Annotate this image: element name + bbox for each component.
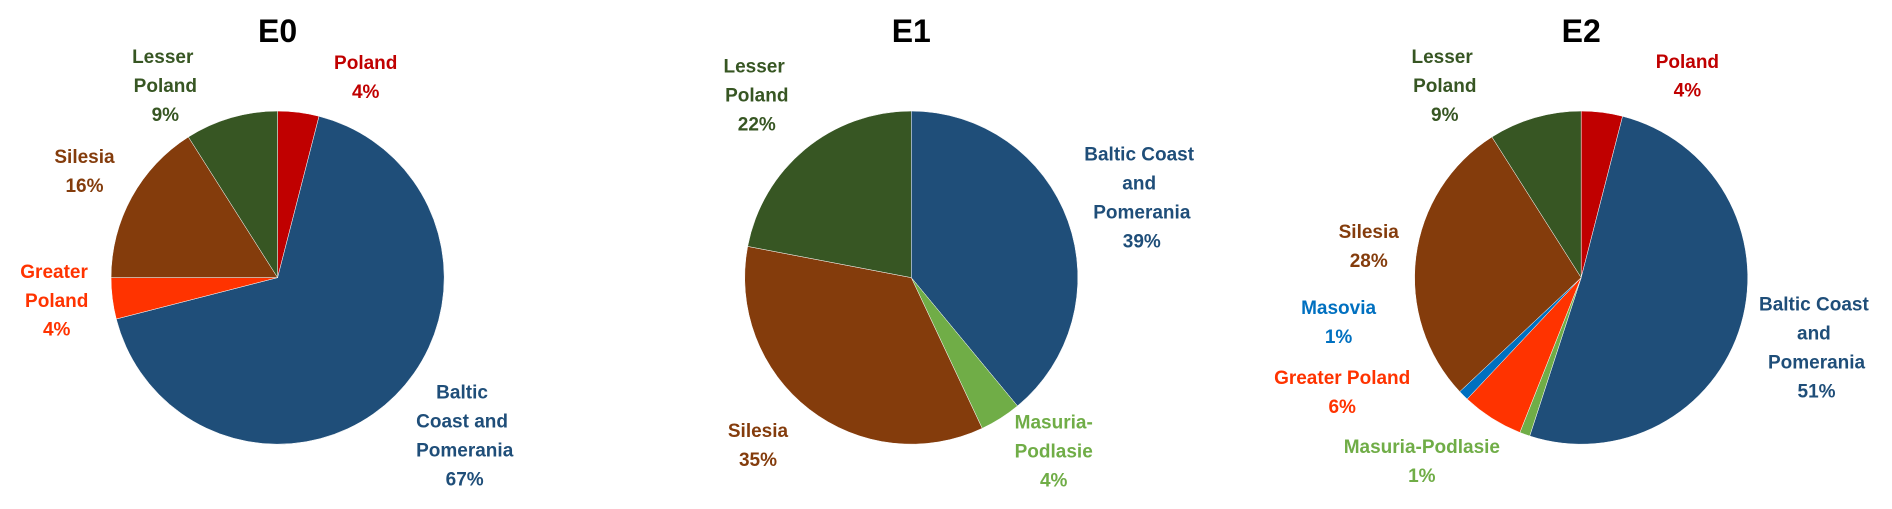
slice-value-label: 6% (1328, 397, 1356, 418)
pie-slice (1491, 110, 1582, 279)
slice-value-label: 28% (1350, 251, 1388, 272)
slice-value-label: 4% (1040, 471, 1068, 492)
pie-slice (115, 115, 445, 445)
slice-value-label: 4% (352, 82, 380, 103)
pie-slice (188, 110, 278, 279)
slice-value-label: 4% (1674, 81, 1702, 102)
slice-label: Greater Poland (20, 262, 93, 312)
chart-title: E0 (258, 13, 297, 49)
slice-label: Silesia (54, 147, 115, 168)
pie-slice (110, 136, 279, 278)
slice-value-label: 39% (1123, 232, 1161, 253)
slice-label: Lesser Poland (1412, 47, 1479, 97)
pie-slice (911, 110, 1079, 407)
slice-value-label: 9% (1431, 105, 1459, 126)
slice-value-label: 51% (1798, 381, 1836, 402)
slice-label: Lesser Poland (724, 57, 791, 107)
slice-value-label: 22% (738, 115, 776, 136)
pie-slice (744, 246, 983, 445)
slice-value-label: 4% (43, 320, 71, 341)
slice-value-label: 67% (446, 469, 484, 490)
pie-slice (1529, 115, 1748, 445)
slice-value-label: 9% (152, 105, 180, 126)
slice-label: Silesia (728, 421, 789, 442)
slice-label: Poland (1656, 52, 1719, 73)
slice-label: Poland (334, 53, 397, 74)
slice-label: Baltic Coast and Pomerania (1759, 294, 1874, 373)
slice-value-label: 1% (1325, 327, 1353, 348)
slice-label: Silesia (1339, 222, 1400, 243)
chart-title: E1 (892, 13, 931, 49)
slice-label: Greater Poland (1274, 368, 1410, 389)
slice-label: Lesser Poland (132, 47, 199, 97)
slice-label: Baltic Coast and Pomerania (1084, 145, 1199, 224)
pie-slice (747, 110, 912, 278)
slice-label: Masuria-Podlasie (1015, 413, 1093, 463)
slice-label: Baltic Coast and Pomerania (416, 382, 514, 461)
chart-title: E2 (1562, 13, 1601, 49)
slice-label: Masovia (1301, 298, 1376, 319)
slice-value-label: 1% (1408, 466, 1436, 487)
slice-value-label: 35% (739, 450, 777, 471)
slice-value-label: 16% (65, 176, 103, 197)
slice-label: Masuria-Podlasie (1344, 437, 1500, 458)
pie-slice (1414, 136, 1582, 392)
